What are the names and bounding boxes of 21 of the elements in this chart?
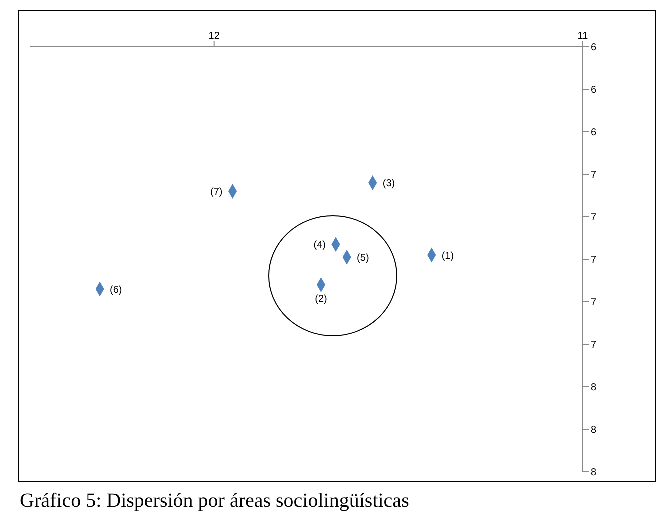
annotation: (4) [314, 240, 326, 252]
text: Gráfico 5: Dispersión por áreas sociolingüísticas [20, 490, 410, 513]
y-tick-label: 8 [591, 425, 597, 436]
annotation: (5) [357, 252, 370, 264]
annotation: (1) [442, 250, 454, 262]
y-tick-label: 7 [591, 170, 597, 182]
y-tick-label: 7 [591, 212, 597, 224]
x-tick-label: 11 [578, 31, 589, 42]
annotation: (7) [210, 187, 223, 198]
y-tick-label: 7 [591, 340, 597, 352]
y-tick-label: 8 [591, 382, 597, 394]
y-tick-label: 7 [591, 298, 597, 309]
y-tick-label: 6 [591, 85, 597, 96]
annotation: (6) [110, 284, 122, 296]
y-tick-label: 8 [591, 468, 597, 479]
annotation: (2) [315, 294, 328, 306]
annotation: (3) [382, 178, 396, 190]
y-tick-label: 7 [591, 255, 597, 266]
y-tick-label: 6 [591, 42, 597, 54]
y-tick-label: 6 [591, 128, 597, 139]
x-tick-label: 12 [208, 31, 220, 42]
